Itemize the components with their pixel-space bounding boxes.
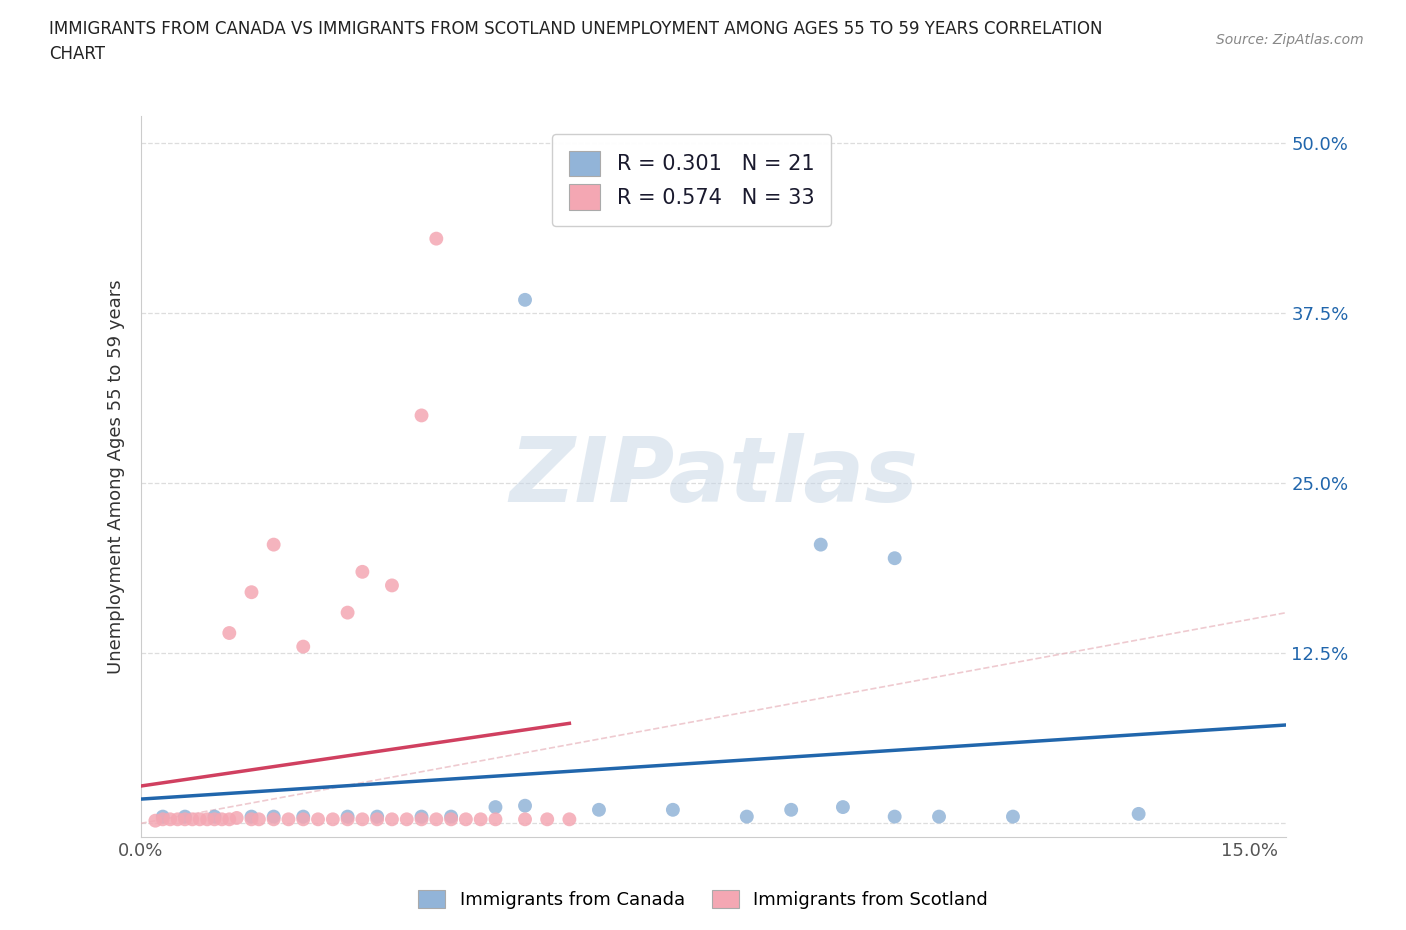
Point <box>211 812 233 827</box>
Point <box>292 639 315 654</box>
Point <box>662 803 685 817</box>
Point <box>513 812 536 827</box>
Point <box>218 626 240 641</box>
Point <box>440 812 463 827</box>
Point <box>832 800 855 815</box>
Point <box>883 551 905 565</box>
Point <box>292 809 315 824</box>
Point <box>411 408 433 423</box>
Point <box>336 809 359 824</box>
Point <box>411 809 433 824</box>
Text: IMMIGRANTS FROM CANADA VS IMMIGRANTS FROM SCOTLAND UNEMPLOYMENT AMONG AGES 55 TO: IMMIGRANTS FROM CANADA VS IMMIGRANTS FRO… <box>49 20 1102 38</box>
Point <box>381 812 404 827</box>
Point <box>536 812 558 827</box>
Point <box>166 812 188 827</box>
Text: CHART: CHART <box>49 45 105 62</box>
Point <box>440 809 463 824</box>
Point <box>218 812 240 827</box>
Point <box>181 812 204 827</box>
Point <box>204 812 226 827</box>
Point <box>1128 806 1150 821</box>
Point <box>454 812 477 827</box>
Point <box>145 813 167 828</box>
Point <box>513 292 536 307</box>
Point <box>174 812 197 827</box>
Legend: Immigrants from Canada, Immigrants from Scotland: Immigrants from Canada, Immigrants from … <box>411 883 995 916</box>
Point <box>928 809 950 824</box>
Point <box>425 232 447 246</box>
Point <box>225 811 247 826</box>
Point <box>810 538 832 552</box>
Text: Source: ZipAtlas.com: Source: ZipAtlas.com <box>1216 33 1364 46</box>
Point <box>366 809 388 824</box>
Point <box>159 812 181 827</box>
Point <box>240 812 263 827</box>
Point <box>307 812 329 827</box>
Point <box>588 803 610 817</box>
Point <box>336 605 359 620</box>
Point <box>735 809 758 824</box>
Point <box>263 812 285 827</box>
Point <box>204 809 226 824</box>
Point <box>484 812 506 827</box>
Legend: R = 0.301   N = 21, R = 0.574   N = 33: R = 0.301 N = 21, R = 0.574 N = 33 <box>553 134 831 226</box>
Point <box>277 812 299 827</box>
Y-axis label: Unemployment Among Ages 55 to 59 years: Unemployment Among Ages 55 to 59 years <box>107 279 125 674</box>
Point <box>883 809 905 824</box>
Point <box>425 812 447 827</box>
Point <box>470 812 492 827</box>
Point <box>174 809 197 824</box>
Point <box>513 798 536 813</box>
Point <box>195 812 218 827</box>
Point <box>336 812 359 827</box>
Point <box>152 812 174 827</box>
Point <box>780 803 803 817</box>
Point <box>484 800 506 815</box>
Point <box>188 812 211 827</box>
Point <box>152 809 174 824</box>
Point <box>240 585 263 600</box>
Point <box>352 812 374 827</box>
Point <box>395 812 418 827</box>
Point <box>366 812 388 827</box>
Point <box>292 812 315 827</box>
Point <box>263 538 285 552</box>
Point <box>263 809 285 824</box>
Point <box>381 578 404 592</box>
Text: ZIPatlas: ZIPatlas <box>509 432 918 521</box>
Point <box>247 812 270 827</box>
Point <box>411 812 433 827</box>
Point <box>352 565 374 579</box>
Point <box>240 809 263 824</box>
Point <box>558 812 581 827</box>
Point <box>1001 809 1024 824</box>
Point <box>322 812 344 827</box>
